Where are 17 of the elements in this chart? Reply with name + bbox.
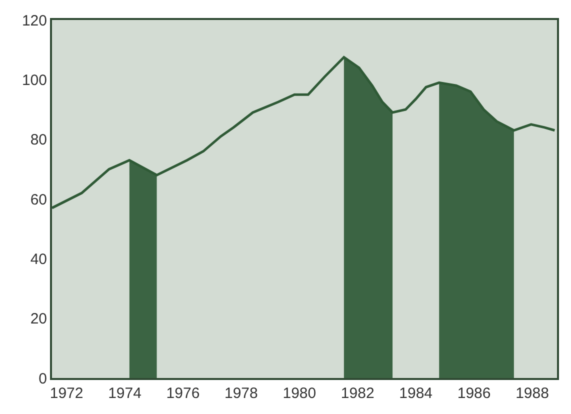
y-tick-label: 80 (30, 132, 47, 149)
y-tick-label: 120 (22, 12, 47, 30)
line-series (52, 56, 556, 210)
y-tick-label: 40 (30, 250, 47, 268)
x-tick-label: 1972 (50, 385, 84, 402)
y-tick-label: 60 (30, 191, 47, 208)
y-tick-label: 0 (38, 370, 47, 388)
x-tick-label: 1982 (340, 385, 374, 402)
y-tick-label: 20 (30, 310, 47, 328)
x-tick-label: 1978 (224, 385, 258, 402)
x-tick-label: 1974 (108, 385, 142, 402)
x-tick-label: 1988 (516, 385, 549, 402)
x-tick-label: 1980 (282, 385, 316, 402)
y-tick-label: 100 (22, 72, 47, 89)
x-tick-label: 1984 (399, 385, 433, 402)
x-tick-label: 1986 (457, 385, 491, 402)
x-tick-label: 1976 (166, 385, 200, 402)
